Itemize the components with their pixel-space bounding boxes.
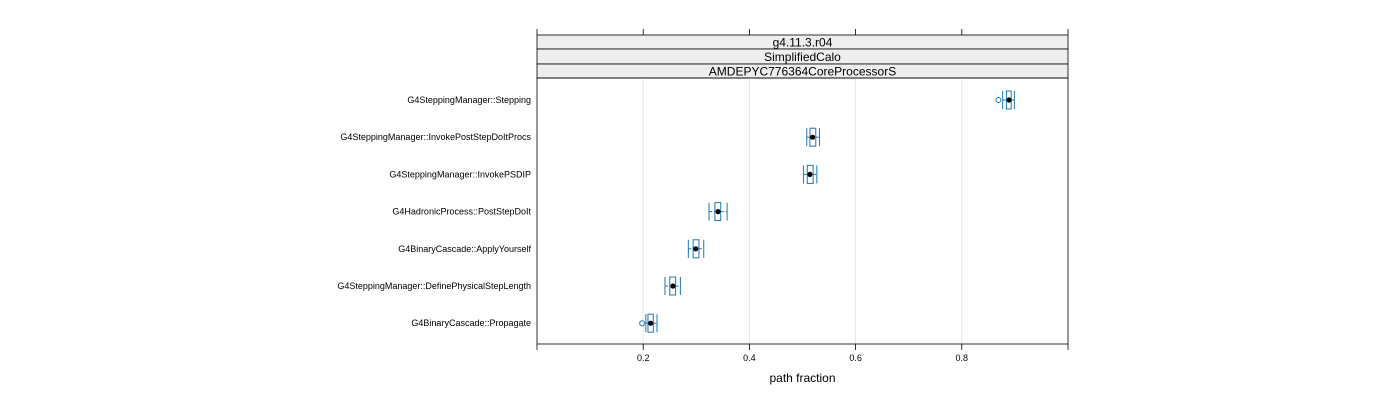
x-tick-label-0: 0.2	[637, 353, 650, 363]
box-6	[639, 313, 658, 333]
strip-label-2: SimplifiedCalo	[764, 50, 841, 64]
median-dot-3	[715, 209, 721, 215]
category-label-0: G4SteppingManager::Stepping	[407, 95, 531, 105]
iqr-box-1	[809, 127, 817, 147]
box-series	[639, 90, 1015, 333]
outlier-0-0	[995, 97, 1002, 103]
x-tick-label-2: 0.6	[849, 353, 862, 363]
category-label-1: G4SteppingManager::InvokePostStepDoItPro…	[340, 132, 531, 142]
gridlines	[642, 78, 963, 344]
x-axis-title: path fraction	[769, 371, 835, 385]
category-label-4: G4BinaryCascade::ApplyYourself	[398, 244, 531, 254]
iqr-box-5	[669, 276, 677, 296]
iqr-box-2	[806, 164, 814, 184]
strip-label-3: AMDEPYC776364CoreProcessorS	[709, 65, 896, 79]
plot-frame	[536, 77, 1069, 345]
x-tick-label-1: 0.4	[743, 353, 756, 363]
outlier-6-0	[639, 320, 646, 327]
box-4	[687, 239, 705, 259]
category-label-2: G4SteppingManager::InvokePSDIP	[389, 169, 531, 179]
category-label-6: G4BinaryCascade::Propagate	[411, 318, 531, 328]
x-axis: 0.2 0.4 0.6 0.8	[536, 344, 1069, 363]
iqr-box-3	[714, 202, 722, 222]
box-1	[806, 127, 820, 147]
median-dot-0	[1006, 97, 1012, 103]
median-dot-5	[670, 283, 676, 289]
iqr-box-4	[692, 239, 700, 259]
median-dot-2	[807, 171, 813, 177]
category-label-3: G4HadronicProcess::PostStepDoIt	[392, 207, 531, 217]
top-axis-ticks	[536, 29, 1069, 35]
strip-headers: g4.11.3.r04 SimplifiedCalo AMDEPYC776364…	[536, 34, 1069, 79]
box-3	[708, 202, 728, 222]
median-dot-4	[693, 246, 699, 252]
median-dot-1	[809, 134, 816, 140]
x-tick-label-3: 0.8	[956, 353, 969, 363]
category-labels: G4SteppingManager::SteppingG4SteppingMan…	[337, 95, 531, 328]
box-2	[803, 164, 818, 184]
box-5	[664, 276, 681, 296]
iqr-box-6	[647, 313, 654, 333]
category-label-5: G4SteppingManager::DefinePhysicalStepLen…	[337, 281, 531, 291]
strip-label-1: g4.11.3.r04	[773, 36, 833, 50]
median-dot-6	[648, 320, 654, 326]
box-0	[995, 90, 1015, 110]
